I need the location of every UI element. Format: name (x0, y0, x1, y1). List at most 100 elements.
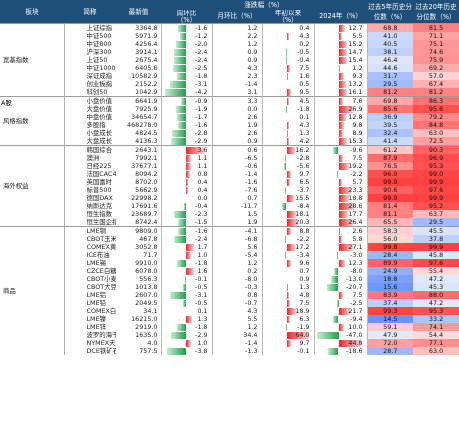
row-week-value: -1.8 (195, 259, 208, 267)
row-week-bar (185, 316, 192, 323)
row-2024: -9.6 (313, 145, 368, 154)
row-week-bar (171, 332, 186, 339)
row-2024-bar (338, 138, 347, 145)
row-month: 34.4 (211, 331, 262, 339)
row-p20: 45.3 (413, 283, 459, 291)
row-p20: 69.2 (413, 64, 459, 72)
row-ytd-value: 6.5 (299, 178, 310, 186)
row-week: 3.6 (160, 145, 212, 154)
row-ytd-value: 6.3 (299, 315, 310, 323)
table-row: 恒生指数 23689.7 -2.3 1.5 18.1 17.7 81.1 63.7 (0, 210, 459, 218)
row-ytd: 20.3 (261, 218, 314, 227)
row-2024-value: 15.4 (348, 56, 363, 64)
row-p5: 87.9 (366, 154, 414, 162)
row-latest: 10582.9 (131, 72, 158, 80)
row-name: 日经225 (86, 162, 112, 170)
row-week-bar (176, 73, 186, 80)
row-week-bar (185, 163, 191, 170)
row-week: -1.5 (160, 218, 212, 227)
row-p20: 95.6 (413, 105, 459, 113)
row-week: -2.4 (160, 235, 212, 243)
row-p5: 99.3 (366, 307, 414, 315)
row-2024: -8.0 (313, 267, 368, 275)
row-name: NYMEX天然气 (86, 339, 117, 347)
row-latest: 5662.9 (135, 186, 158, 194)
row-2024-bar (338, 292, 343, 299)
row-ytd: -5.6 (261, 162, 314, 170)
row-month: -6.8 (211, 235, 262, 243)
row-name: LME铜 (64, 226, 116, 235)
row-ytd-bar (286, 130, 288, 137)
row-month: -0.3 (211, 283, 262, 291)
row-ytd-bar (286, 65, 291, 72)
row-p5: 72.0 (366, 339, 414, 347)
row-2024: -2.5 (313, 299, 368, 307)
row-ytd-value: 1.3 (299, 129, 310, 137)
row-week: -0.1 (160, 275, 212, 283)
row-2024: -3.0 (313, 251, 368, 259)
row-p20: 54.4 (413, 331, 459, 339)
row-2024-bar (338, 308, 351, 315)
row-name: 深证成指 (86, 72, 113, 80)
row-week-value: -3.1 (195, 291, 208, 299)
row-2024-bar (338, 219, 354, 226)
row-p5: 68.8 (366, 23, 414, 32)
row-ytd: 0.5 (261, 80, 314, 88)
row-latest: 8094.2 (135, 170, 158, 178)
row-week-value: -2.9 (195, 137, 208, 145)
row-week-value: -2.5 (195, 64, 208, 72)
row-2024-bar (331, 276, 339, 283)
row-p5: 38.1 (366, 48, 414, 56)
row-p20: 97.6 (413, 259, 459, 267)
row-week: -1.6 (160, 23, 212, 32)
row-2024-bar (338, 122, 344, 129)
table-row: 中盘价值 34654.7 -1.7 2.6 0.1 12.8 36.9 79.2 (0, 113, 459, 121)
row-p20: 45.8 (413, 251, 459, 259)
row-month: 0.9 (211, 56, 262, 64)
row-ytd-bar (284, 187, 287, 194)
row-2024-value: -2.2 (350, 170, 363, 178)
row-2024-value: -3.0 (350, 251, 363, 259)
row-2024: 21.7 (313, 307, 368, 315)
row-latest: 6405.6 (135, 64, 158, 72)
row-2024-value: 13.2 (348, 80, 363, 88)
table-row: LME锌 2919.0 -1.8 1.2 -1.9 10.0 59.1 74.1 (0, 323, 459, 331)
row-p5: 29.5 (366, 80, 414, 88)
row-name: 中证1000 (86, 64, 116, 72)
row-ytd-value: 9.7 (299, 339, 310, 347)
table-row: 恒生国企指数 8742.4 -1.51.9 20.3 26.465.529.5 (0, 218, 459, 227)
row-2024-value: 28.6 (348, 202, 363, 210)
table-row: LME镍 16215.0 1.3 5.5 6.3 -9.4 14.5 33.2 (0, 315, 459, 323)
row-latest: 757.5 (139, 347, 158, 355)
row-ytd-value: -1.9 (297, 323, 310, 331)
row-2024-value: 15.2 (348, 40, 363, 48)
row-week-value: -4.2 (195, 88, 208, 96)
row-ytd: 4.5 (261, 96, 314, 105)
row-p20: 95.3 (413, 162, 459, 170)
row-month: -0.7 (211, 299, 262, 307)
row-week-bar (173, 49, 186, 56)
row-2024: 7.5 (313, 291, 368, 299)
row-p20: 99.0 (413, 170, 459, 178)
table-row: 中证1000 6405.6 -2.5 4.3 7.5 1.2 44.6 69.2 (0, 64, 459, 72)
row-week: 1.7 (160, 243, 212, 251)
a-share-label: A股 (1, 99, 12, 107)
row-2024-value: 9.3 (352, 72, 363, 80)
row-name: LME镍 (86, 315, 107, 323)
row-name: 恒生国企指数 (86, 218, 117, 226)
row-p20: 79.2 (413, 113, 459, 121)
row-week-bar (183, 284, 186, 291)
row-ytd-value: 8.8 (299, 227, 310, 235)
row-ytd-value: 0.7 (299, 267, 310, 275)
row-ytd: 7.5 (261, 299, 314, 307)
table-row: 大盘成长 4136.3 -2.9 0.9 4.2 15.3 41.4 72.5 (0, 137, 459, 146)
table-row: 商品 LME铜 9809.0 -1.6 -4.1 8.8 2.6 58.3 45.5 (0, 226, 459, 355)
row-month: 5.5 (211, 315, 262, 323)
table-row: 深证成指 10582.9 -1.8 2.3 1.6 9.3 31.7 57.0 (0, 72, 459, 80)
row-ytd: 9.7 (261, 339, 314, 347)
row-ytd-value: -0.4 (297, 56, 310, 64)
row-latest: 7925.9 (135, 105, 158, 113)
table-row: CBOT小麦 556.3 -0.1 -8.0 0.9 -13.0 18.8 47.2 (0, 275, 459, 283)
row-name: 纳斯达克 (86, 202, 113, 210)
